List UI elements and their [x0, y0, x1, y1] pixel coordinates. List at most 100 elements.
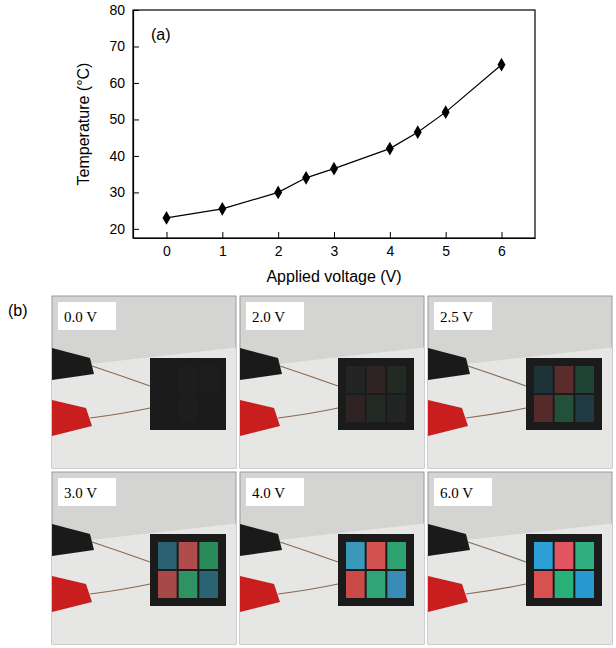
voltage-label: 6.0 V	[440, 485, 473, 501]
x-tick: 3	[331, 232, 339, 259]
x-tick: 5	[442, 232, 450, 259]
x-tick: 2	[275, 232, 283, 259]
device	[338, 358, 414, 430]
color-patch	[367, 542, 386, 569]
wire	[280, 366, 338, 386]
color-patch	[387, 571, 406, 598]
black-clip	[428, 348, 470, 380]
color-patch	[534, 395, 553, 422]
color-patch	[534, 542, 553, 569]
y-tick: 40	[109, 148, 139, 164]
red-clip	[428, 576, 468, 612]
color-patch	[387, 395, 406, 422]
y-tick: 70	[109, 38, 139, 54]
y-axis: 20304050607080	[109, 2, 139, 239]
wire	[90, 408, 150, 418]
y-tick-label: 70	[109, 38, 125, 54]
y-tick-label: 80	[109, 2, 125, 18]
y-tick: 30	[109, 184, 139, 200]
paper	[52, 348, 236, 468]
black-clip	[52, 348, 94, 380]
color-patch	[346, 571, 365, 598]
paper	[240, 524, 424, 644]
x-tick-label: 5	[442, 243, 450, 259]
x-tick: 0	[163, 232, 171, 259]
y-axis-title: Temperature (°C)	[75, 63, 92, 186]
y-tick-label: 60	[109, 75, 125, 91]
wire	[468, 366, 526, 386]
label-box	[58, 478, 116, 506]
y-tick: 80	[109, 2, 139, 18]
x-tick-label: 0	[163, 243, 171, 259]
color-patch	[534, 571, 553, 598]
data-point	[386, 142, 394, 156]
label-box	[434, 478, 492, 506]
wire	[278, 408, 338, 418]
x-tick-mark	[446, 232, 447, 238]
voltage-label: 3.0 V	[64, 485, 97, 501]
color-patch	[367, 366, 386, 393]
color-patch	[158, 395, 177, 422]
x-tick-label: 2	[275, 243, 283, 259]
color-patch	[575, 366, 594, 393]
color-patch	[387, 366, 406, 393]
color-patch	[534, 366, 553, 393]
color-patch	[575, 395, 594, 422]
color-patch	[158, 542, 177, 569]
data-point	[218, 202, 226, 216]
wire	[92, 542, 150, 562]
photo-background	[428, 296, 612, 468]
x-tick-mark	[278, 232, 279, 238]
data-point	[274, 185, 282, 199]
device	[526, 358, 602, 430]
wire	[466, 584, 526, 594]
y-tick-label: 40	[109, 148, 125, 164]
plot-frame	[133, 10, 535, 238]
device	[338, 534, 414, 606]
photo-background	[52, 296, 236, 468]
red-clip	[52, 400, 92, 436]
x-tick-mark	[222, 232, 223, 238]
x-tick-label: 3	[331, 243, 339, 259]
photo: 2.0 V	[240, 296, 424, 468]
black-clip	[240, 524, 282, 556]
label-box	[246, 478, 304, 506]
y-tick-label: 50	[109, 111, 125, 127]
paper	[240, 348, 424, 468]
x-tick-mark	[390, 232, 391, 238]
x-axis-line	[134, 238, 536, 239]
y-tick-mark	[133, 229, 139, 230]
x-tick: 4	[386, 232, 394, 259]
red-clip	[240, 576, 280, 612]
x-tick-mark	[502, 232, 503, 238]
black-clip	[52, 524, 94, 556]
y-tick-mark	[133, 156, 139, 157]
paper	[428, 524, 612, 644]
data-line	[167, 65, 502, 218]
wire	[90, 584, 150, 594]
color-patch	[179, 542, 198, 569]
color-patch	[346, 395, 365, 422]
wire	[280, 542, 338, 562]
color-patch	[575, 571, 594, 598]
wire	[92, 366, 150, 386]
plot-area	[163, 58, 506, 225]
color-patch	[158, 571, 177, 598]
y-tick: 50	[109, 111, 139, 127]
x-tick: 1	[219, 232, 227, 259]
photo-background	[428, 472, 612, 644]
color-patch	[179, 395, 198, 422]
y-tick-mark	[133, 83, 139, 84]
data-point	[302, 171, 310, 185]
black-clip	[240, 348, 282, 380]
device	[150, 534, 226, 606]
y-tick-label: 30	[109, 184, 125, 200]
paper	[428, 348, 612, 468]
x-tick: 6	[498, 232, 506, 259]
color-patch	[367, 571, 386, 598]
voltage-label: 0.0 V	[64, 309, 97, 325]
panel-label: (a)	[151, 26, 171, 43]
red-clip	[428, 400, 468, 436]
voltage-label: 4.0 V	[252, 485, 285, 501]
data-point	[163, 211, 171, 225]
